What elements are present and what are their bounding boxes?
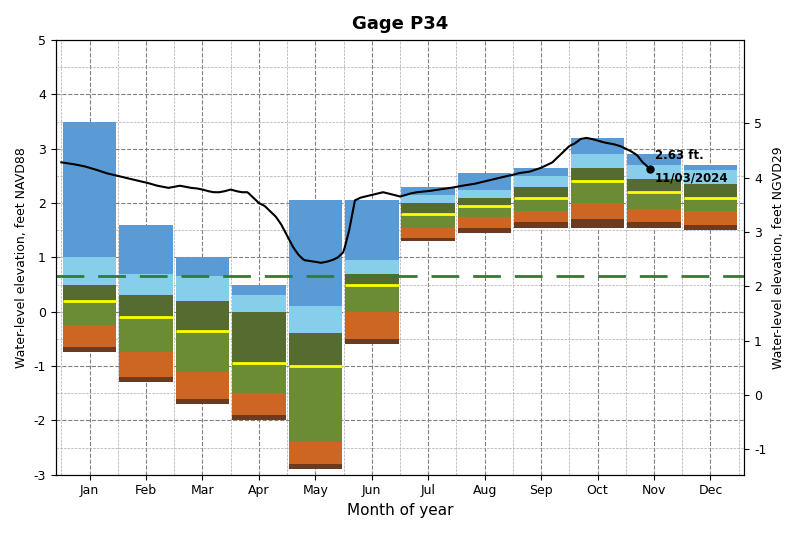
Bar [176,372,230,399]
Bar [345,339,398,344]
Bar [289,334,342,366]
Bar [232,312,286,364]
Bar [627,154,681,165]
Bar [119,295,173,317]
Bar [402,214,455,228]
Bar [119,352,173,377]
Title: Gage P34: Gage P34 [352,15,448,33]
Bar [62,301,116,325]
Bar [514,222,568,228]
Bar [232,285,286,312]
Bar [119,274,173,295]
Y-axis label: Water-level elevation, feet NGVD29: Water-level elevation, feet NGVD29 [772,146,785,369]
Bar [345,285,398,312]
Bar [232,285,286,295]
X-axis label: Month of year: Month of year [346,503,454,518]
Bar [627,222,681,228]
Bar [176,301,230,331]
Bar [570,168,624,181]
Bar [62,285,116,301]
Bar [345,200,398,260]
Bar [570,220,624,228]
Bar [402,228,455,238]
Bar [684,184,738,198]
Bar [289,464,342,469]
Bar [232,364,286,393]
Bar [514,211,568,222]
Bar [176,399,230,404]
Bar [345,274,398,285]
Bar [402,187,455,195]
Bar [176,257,230,277]
Bar [289,200,342,306]
Bar [570,181,624,203]
Bar [627,179,681,192]
Bar [684,171,738,184]
Text: 2.63 ft.: 2.63 ft. [654,149,703,163]
Bar [62,325,116,347]
Bar [684,198,738,211]
Bar [119,317,173,352]
Bar [514,187,568,198]
Bar [684,165,738,171]
Bar [345,260,398,274]
Bar [402,203,455,214]
Bar [62,347,116,352]
Bar [627,165,681,179]
Bar [289,306,342,334]
Bar [62,122,116,257]
Text: 11/03/2024: 11/03/2024 [654,172,728,184]
Bar [514,168,568,176]
Y-axis label: Water-level elevation, feet NAVD88: Water-level elevation, feet NAVD88 [15,147,28,368]
Bar [458,228,511,233]
Bar [458,198,511,206]
Bar [627,192,681,208]
Bar [402,238,455,241]
Bar [402,195,455,203]
Bar [458,217,511,228]
Bar [289,366,342,442]
Bar [119,377,173,382]
Bar [684,211,738,225]
Bar [458,206,511,217]
Bar [345,312,398,339]
Bar [62,257,116,285]
Bar [289,442,342,464]
Bar [570,154,624,168]
Bar [232,415,286,421]
Bar [684,225,738,230]
Bar [514,198,568,211]
Bar [458,190,511,198]
Bar [176,277,230,301]
Bar [570,138,624,154]
Bar [570,203,624,220]
Bar [176,331,230,372]
Bar [514,176,568,187]
Bar [232,393,286,415]
Bar [627,208,681,222]
Bar [119,225,173,274]
Bar [458,173,511,190]
